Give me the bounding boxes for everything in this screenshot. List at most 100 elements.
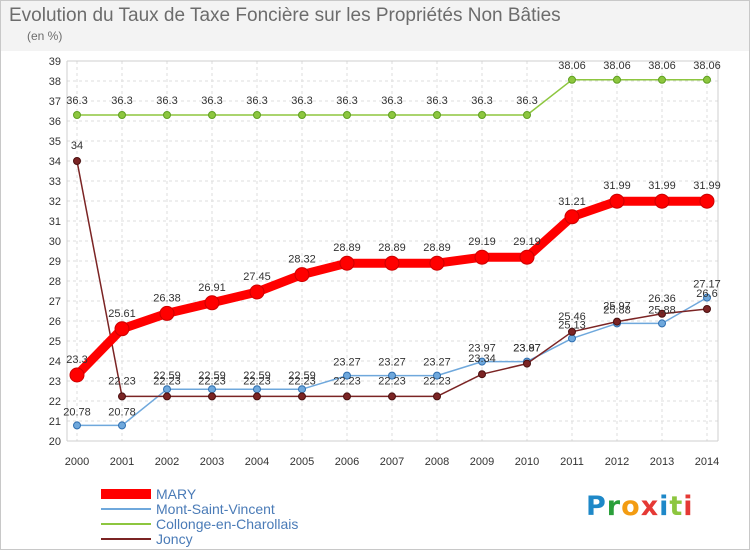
- x-tick-label: 2009: [470, 456, 494, 468]
- data-label-collonge-en-charollais: 36.3: [156, 95, 177, 107]
- data-point-joncy: [568, 327, 576, 336]
- data-point-mary: [654, 193, 670, 209]
- data-label-mont-saint-vincent: 23.27: [333, 357, 361, 369]
- data-label-joncy: 22.23: [108, 375, 136, 387]
- data-point-collonge-en-charollais: [433, 111, 441, 119]
- y-tick-label: 26: [49, 316, 61, 328]
- data-label-collonge-en-charollais: 38.06: [693, 60, 721, 72]
- data-point-collonge-en-charollais: [253, 111, 261, 119]
- data-point-mary: [699, 193, 715, 209]
- logo-letter: i: [683, 491, 694, 522]
- x-tick-label: 2011: [560, 456, 584, 468]
- x-tick-label: 2014: [695, 456, 719, 468]
- y-tick-label: 25: [49, 336, 61, 348]
- chart-y-unit-label: (en %): [27, 29, 63, 43]
- data-label-collonge-en-charollais: 36.3: [246, 95, 267, 107]
- data-label-mont-saint-vincent: 22.59: [288, 370, 316, 382]
- data-point-mary: [339, 255, 355, 271]
- data-label-joncy: 34: [71, 140, 83, 152]
- data-point-mary: [204, 295, 220, 311]
- data-label-mont-saint-vincent: 22.59: [198, 370, 226, 382]
- data-point-collonge-en-charollais: [703, 75, 711, 84]
- y-tick-label: 37: [49, 96, 61, 108]
- x-tick-label: 2003: [200, 456, 224, 468]
- data-point-mont-saint-vincent: [478, 357, 486, 366]
- logo-letter: r: [606, 491, 622, 522]
- x-tick-label: 2004: [245, 456, 269, 468]
- legend-swatch-mary: [101, 489, 151, 499]
- data-point-joncy: [613, 317, 621, 326]
- data-point-joncy: [703, 305, 711, 313]
- y-tick-label: 28: [49, 276, 61, 288]
- data-label-joncy: 23.87: [513, 343, 541, 355]
- data-label-mont-saint-vincent: 23.97: [468, 343, 496, 355]
- data-point-mary: [609, 193, 625, 209]
- data-label-joncy: 22.23: [198, 375, 226, 387]
- y-tick-label: 35: [49, 136, 61, 148]
- data-label-joncy: 22.23: [423, 375, 451, 387]
- data-label-collonge-en-charollais: 36.3: [336, 95, 357, 107]
- data-label-joncy: 26.6: [696, 288, 717, 300]
- data-label-joncy: 22.23: [243, 375, 271, 387]
- data-label-mary: 31.99: [648, 180, 676, 192]
- data-label-joncy: 22.23: [333, 375, 361, 387]
- x-tick-label: 2008: [425, 456, 449, 468]
- data-point-joncy: [523, 359, 531, 368]
- data-point-joncy: [208, 392, 216, 401]
- data-point-joncy: [433, 392, 441, 401]
- y-tick-label: 36: [49, 116, 61, 128]
- y-tick-label: 32: [49, 196, 61, 208]
- x-tick-label: 2007: [380, 456, 404, 468]
- data-point-mary: [249, 284, 265, 300]
- data-point-joncy: [298, 392, 306, 401]
- data-point-mont-saint-vincent: [343, 371, 351, 380]
- data-point-mary: [474, 249, 490, 265]
- data-label-joncy: 26.36: [648, 293, 676, 305]
- data-point-collonge-en-charollais: [523, 111, 531, 119]
- y-tick-label: 30: [49, 236, 61, 248]
- series-line-mary: [72, 196, 712, 380]
- data-point-joncy: [73, 157, 81, 165]
- x-tick-label: 2013: [650, 456, 674, 468]
- data-label-mont-saint-vincent: 20.78: [63, 406, 91, 418]
- data-label-mont-saint-vincent: 25.13: [558, 319, 586, 331]
- data-point-mont-saint-vincent: [73, 421, 81, 430]
- legend-label-mont-saint-vincent: Mont-Saint-Vincent: [156, 501, 275, 517]
- data-point-mary: [294, 267, 310, 283]
- data-label-mont-saint-vincent: 25.88: [648, 304, 676, 316]
- data-label-collonge-en-charollais: 38.06: [603, 60, 631, 72]
- data-point-collonge-en-charollais: [73, 111, 81, 119]
- x-tick-label: 2001: [110, 456, 134, 468]
- x-tick-label: 2010: [515, 456, 539, 468]
- proxiti-logo: Proxiti: [586, 491, 694, 522]
- data-point-mary: [114, 321, 130, 337]
- data-point-joncy: [478, 370, 486, 379]
- data-label-joncy: 25.97: [603, 301, 631, 313]
- y-tick-label: 20: [49, 436, 61, 448]
- y-tick-label: 33: [49, 176, 61, 188]
- data-label-joncy: 23.34: [468, 353, 496, 365]
- data-label-joncy: 25.46: [558, 311, 586, 323]
- data-label-mary: 31.99: [693, 180, 721, 192]
- data-point-collonge-en-charollais: [478, 111, 486, 119]
- data-label-mary: 23.3: [66, 354, 87, 366]
- legend-label-joncy: Joncy: [156, 531, 193, 547]
- legend-swatch-joncy: [101, 538, 151, 540]
- legend-label-collonge-en-charollais: Collonge-en-Charollais: [156, 516, 299, 532]
- data-label-collonge-en-charollais: 36.3: [111, 95, 132, 107]
- logo-letter: x: [640, 491, 660, 522]
- y-tick-label: 39: [49, 56, 61, 68]
- data-label-joncy: 22.23: [153, 375, 181, 387]
- data-point-collonge-en-charollais: [658, 75, 666, 84]
- data-label-collonge-en-charollais: 36.3: [66, 95, 87, 107]
- data-label-mont-saint-vincent: 23.27: [423, 357, 451, 369]
- data-label-mary: 26.38: [153, 292, 181, 304]
- data-point-mont-saint-vincent: [118, 421, 126, 430]
- data-label-collonge-en-charollais: 36.3: [516, 95, 537, 107]
- data-label-mont-saint-vincent: 22.59: [243, 370, 271, 382]
- data-point-mary: [69, 367, 85, 383]
- data-label-mary: 31.99: [603, 180, 631, 192]
- data-label-mary: 28.89: [423, 242, 451, 254]
